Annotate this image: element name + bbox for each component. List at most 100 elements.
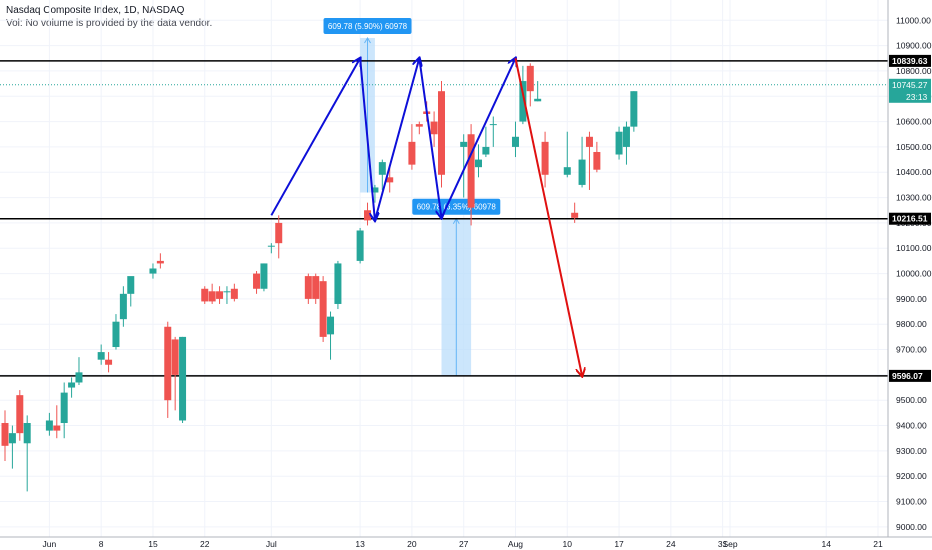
candle-body [171,339,179,375]
candle-body [534,98,542,102]
candle-body [230,288,238,299]
candle-body [223,291,231,293]
candle-body [482,146,490,155]
price-tick-label: 9700.00 [896,345,927,355]
last-price-label-bg [889,78,931,103]
chart-legend: Nasdaq Composite Index, 1D, NASDAQ Vol: … [6,4,212,30]
candle-body [585,136,593,147]
price-tick-label: 10600.00 [896,117,932,127]
price-tick-label: 9900.00 [896,294,927,304]
time-tick-label: Jun [43,539,57,549]
candle-body [593,151,601,170]
candle-body [334,263,342,304]
time-tick-label: 10 [563,539,573,549]
time-tick-label: 21 [873,539,883,549]
candle-body [511,136,519,147]
level-price-label-bg [889,212,931,225]
price-tick-label: 9500.00 [896,395,927,405]
measure-label: 609.78 (5.90%) 60978 [328,22,408,31]
pattern-segment [418,58,441,218]
candle-body [156,260,164,264]
candle-body [208,291,216,302]
candle-body [216,291,224,299]
candle-body [519,81,527,122]
level-price-label-bg [889,369,931,382]
time-tick-label: 17 [614,539,624,549]
candle-body [253,273,261,289]
candle-body [45,420,53,431]
measure-layer: 609.78 (5.90%) 60978 609.78 (6.35%) 60978 [323,17,501,376]
candle-body [356,230,364,261]
candle-body [112,321,120,348]
level-price-label: 10216.51 [892,214,928,224]
candle-layer [1,63,638,492]
price-tick-label: 11000.00 [896,15,931,25]
level-price-label: 10839.63 [892,56,928,66]
measure-arrow-head [364,37,371,44]
candle-body [16,395,24,434]
candle-body [23,423,31,444]
candle-body [312,276,320,299]
pattern-segment [373,58,419,221]
measure-label-bg [412,198,501,215]
candle-body [105,359,113,365]
candle-body [179,336,187,421]
time-tick-label: 14 [821,539,831,549]
pattern-segment [359,58,375,220]
price-tick-label: 9400.00 [896,421,927,431]
price-tick-label: 10400.00 [896,167,932,177]
time-tick-label: Aug [508,539,523,549]
candle-body [371,187,379,193]
price-tick-label: 10000.00 [896,269,932,279]
price-tick-label: 10300.00 [896,193,932,203]
candle-body [408,141,416,165]
candle-body [275,222,283,244]
level-price-label-bg [889,54,931,67]
candle-body [578,159,586,185]
candle-body [327,316,335,335]
drawing-layer [270,58,582,376]
price-tick-label: 10500.00 [896,142,932,152]
candle-body [267,245,275,247]
candle-body [430,121,438,135]
price-tick-label: 9300.00 [896,446,927,456]
candle-body [386,177,394,183]
legend-volume-note: Vol: No volume is provided by the data v… [6,18,213,29]
time-tick-label: 31 [718,539,728,549]
candle-body [119,293,127,320]
candle-body [319,281,327,337]
candle-body [622,126,630,147]
candle-body [378,162,386,175]
candle-body [260,263,268,289]
candle-body [304,276,312,299]
candle-body [489,124,497,126]
candle-body [75,372,83,383]
candle-body [630,91,638,127]
time-tick-label: 27 [459,539,469,549]
price-tick-label: 10100.00 [896,243,932,253]
candle-body [164,326,172,401]
price-tick-label: 9000.00 [896,522,927,532]
candle-body [563,167,571,175]
candle-body [201,288,209,302]
candle-body [541,141,549,175]
candle-body [149,268,157,274]
candle-body [60,392,68,424]
pattern-segment [440,58,516,219]
time-tick-label: Jul [266,539,277,549]
price-tick-label: 9100.00 [896,497,927,507]
time-axis-bg [0,537,932,550]
candle-body [467,134,475,208]
candle-body [97,352,105,360]
measure-label: 609.78 (6.35%) 60978 [417,203,497,212]
level-price-label: 9596.07 [892,371,923,381]
time-tick-label: 24 [666,539,676,549]
time-tick-label: 13 [355,539,365,549]
price-tick-label: 9200.00 [896,471,927,481]
measure-label-bg [323,17,412,34]
candle-body [526,65,534,92]
pattern-segment [270,58,360,216]
time-tick-label: 15 [148,539,158,549]
